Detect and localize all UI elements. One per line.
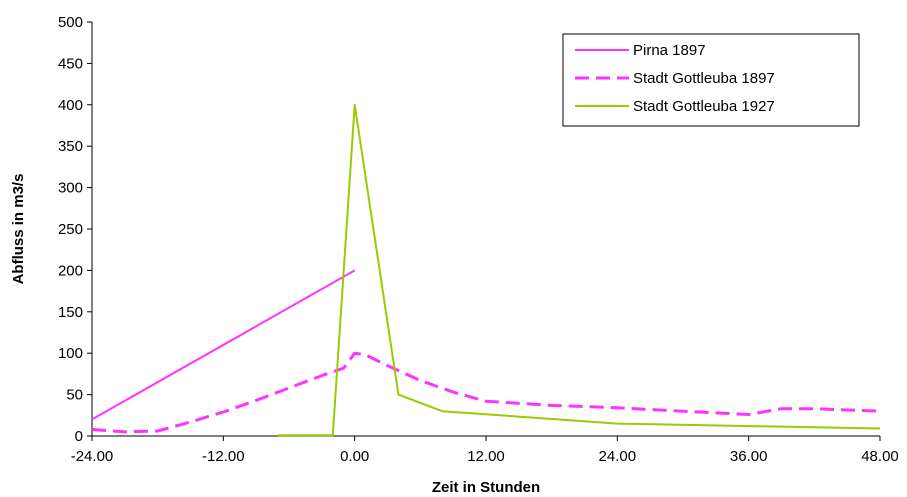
- x-tick-label: -24.00: [71, 448, 114, 465]
- series-line-1: [91, 269, 356, 421]
- y-tick-label: 250: [58, 221, 83, 238]
- y-tick-label: 450: [58, 55, 83, 72]
- y-tick-label: 100: [58, 345, 83, 362]
- x-axis-title: Zeit in Stunden: [432, 479, 540, 496]
- series-line-3: [278, 103, 881, 437]
- y-tick-label: 150: [58, 304, 83, 321]
- series-layer: [91, 103, 881, 437]
- x-axis-ticks: -24.00 -12.00 0.00 12.00 24.00 36.00 48.00: [71, 436, 899, 465]
- legend: Pirna 1897 Stadt Gottleuba 1897 Stadt Gott…: [562, 33, 860, 127]
- y-axis-title: Abfluss in m3/s: [10, 174, 27, 285]
- y-tick-label: 200: [58, 262, 83, 279]
- y-tick-label: 500: [58, 14, 83, 31]
- x-tick-label: 12.00: [467, 448, 505, 465]
- series-line-2: [91, 351, 881, 434]
- x-tick-label: 24.00: [599, 448, 637, 465]
- x-tick-label: 48.00: [861, 448, 899, 465]
- y-tick-label: 300: [58, 180, 83, 197]
- legend-label: Stadt Gottleuba 1927: [633, 98, 775, 115]
- y-axis-ticks: 0 50 100 150 200 250 300 350 400 450 500: [58, 14, 92, 445]
- legend-label: Stadt Gottleuba 1897: [633, 70, 775, 87]
- x-tick-label: 0.00: [340, 448, 369, 465]
- y-tick-label: 400: [58, 97, 83, 114]
- y-tick-label: 350: [58, 138, 83, 155]
- legend-label: Pirna 1897: [633, 42, 706, 59]
- y-tick-label: 50: [66, 387, 83, 404]
- x-tick-label: -12.00: [202, 448, 245, 465]
- x-tick-label: 36.00: [730, 448, 768, 465]
- y-tick-label: 0: [75, 428, 83, 445]
